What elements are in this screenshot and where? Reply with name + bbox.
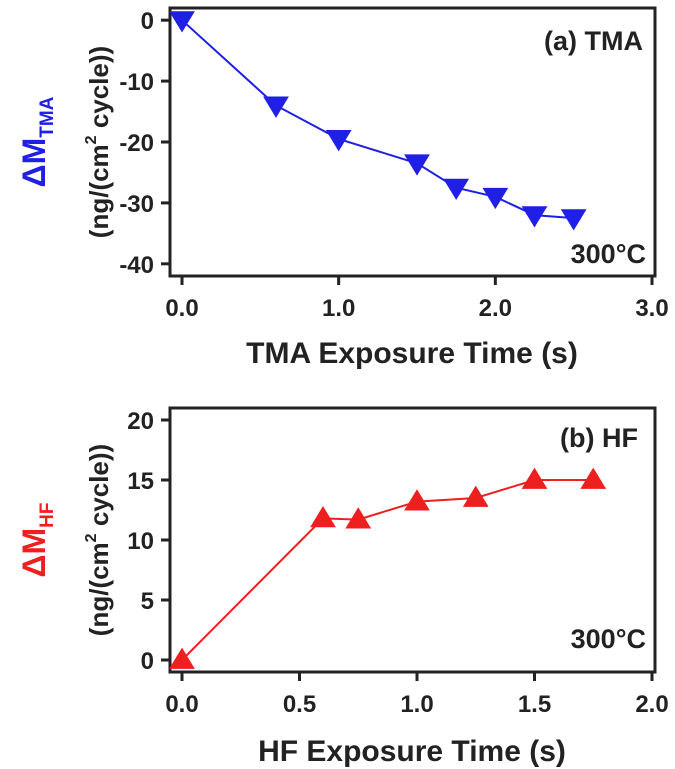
- data-point: [310, 506, 336, 528]
- y-tick-label: 10: [127, 528, 154, 555]
- data-point: [580, 467, 607, 489]
- y-tick-label: 0: [141, 648, 154, 675]
- y-tick-label: -10: [119, 69, 154, 96]
- panel-a: 0.0 1.0 2.0 3.0 0 -10 -20 -30 -40 (a) TMA 300°C…: [16, 6, 669, 370]
- data-point: [404, 154, 430, 176]
- panel-a-y-axis-units: (ng/(cm2 cycle)): [83, 46, 114, 238]
- x-tick-label: 1.0: [400, 691, 433, 718]
- panel-b-x-ticks: 0.0 0.5 1.0 1.5 2.0: [165, 672, 669, 718]
- panel-a-y-axis-symbol: ΔMTMA: [16, 96, 58, 187]
- x-tick-label: 3.0: [635, 295, 668, 322]
- panel-a-annotation: (a) TMA: [544, 26, 643, 56]
- x-tick-label: 0.0: [165, 295, 198, 322]
- data-point: [560, 209, 587, 231]
- y-tick-label: 5: [141, 588, 154, 615]
- panel-b-x-axis-title: HF Exposure Time (s): [258, 735, 566, 768]
- panel-b-annotation: (b) HF: [560, 423, 638, 453]
- x-tick-label: 2.0: [479, 295, 512, 322]
- panel-b-y-ticks: 0 5 10 15 20: [127, 408, 170, 675]
- panel-b-y-axis-units: (ng/(cm2 cycle)): [83, 444, 114, 636]
- data-point: [325, 130, 352, 152]
- y-tick-label: 0: [141, 8, 154, 35]
- data-point: [345, 507, 372, 529]
- x-tick-label: 0.0: [165, 691, 198, 718]
- y-tick-label: 20: [127, 408, 154, 435]
- panel-b: 0.0 0.5 1.0 1.5 2.0 0 5 10 15 20 (b) HF 300°C HF…: [16, 406, 669, 768]
- x-tick-label: 0.5: [283, 691, 316, 718]
- x-tick-label: 1.5: [518, 691, 551, 718]
- data-point: [482, 187, 509, 210]
- panel-a-x-axis-title: TMA Exposure Time (s): [246, 337, 578, 370]
- series-line: [181, 19, 574, 220]
- series-line: [181, 479, 594, 661]
- panel-a-temperature: 300°C: [571, 239, 646, 269]
- x-tick-label: 2.0: [635, 691, 668, 718]
- panel-b-temperature: 300°C: [571, 624, 646, 654]
- data-point: [404, 489, 430, 511]
- data-point: [263, 96, 289, 118]
- y-tick-label: -20: [119, 130, 154, 157]
- y-tick-label: -40: [119, 252, 154, 279]
- data-point: [169, 647, 195, 669]
- panel-b-y-axis-symbol: ΔMHF: [16, 503, 58, 578]
- x-tick-label: 1.0: [322, 295, 355, 322]
- y-tick-label: 15: [127, 468, 154, 495]
- data-point: [462, 485, 489, 507]
- panel-a-x-ticks: 0.0 1.0 2.0 3.0: [165, 276, 669, 322]
- panel-a-y-ticks: 0 -10 -20 -30 -40: [119, 8, 170, 279]
- data-point: [521, 467, 548, 489]
- data-point: [521, 206, 548, 228]
- data-point: [443, 178, 470, 201]
- y-tick-label: -30: [119, 191, 154, 218]
- data-point: [169, 11, 195, 33]
- panel-a-plot: [169, 11, 587, 231]
- panel-b-plot: [169, 467, 607, 669]
